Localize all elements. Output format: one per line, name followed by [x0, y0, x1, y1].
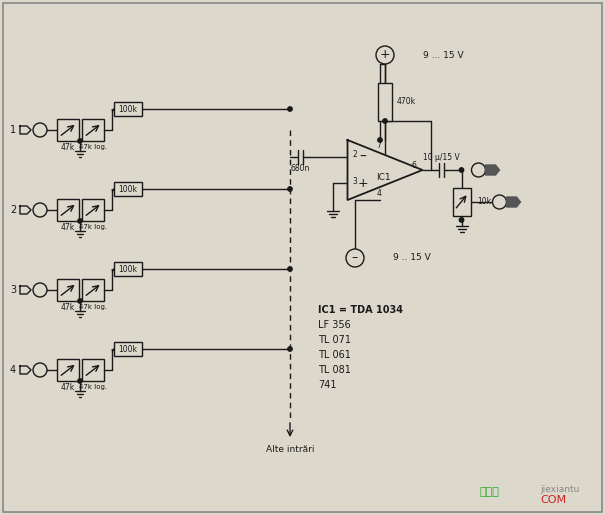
Text: 47k log.: 47k log.	[79, 384, 107, 390]
Circle shape	[492, 195, 506, 209]
Text: 47k: 47k	[61, 302, 75, 312]
Text: 6: 6	[411, 161, 416, 169]
Bar	[82, 119, 104, 141]
Text: 4: 4	[10, 365, 16, 375]
Text: 47k: 47k	[61, 222, 75, 232]
Text: COM: COM	[540, 495, 566, 505]
Polygon shape	[20, 206, 31, 214]
Text: 9 ... 15 V: 9 ... 15 V	[423, 50, 463, 60]
Polygon shape	[506, 197, 520, 207]
Polygon shape	[20, 126, 31, 134]
Text: +: +	[380, 48, 390, 61]
Bar	[114, 182, 142, 196]
Text: 741: 741	[318, 380, 336, 390]
Text: 47k: 47k	[61, 383, 75, 391]
Bar	[114, 102, 142, 116]
Circle shape	[288, 187, 292, 191]
Text: 100k: 100k	[119, 184, 137, 194]
Polygon shape	[485, 165, 500, 175]
Text: TL 071: TL 071	[318, 335, 351, 345]
Circle shape	[288, 267, 292, 271]
Circle shape	[288, 107, 292, 111]
Circle shape	[33, 123, 47, 137]
Text: jiexiantu: jiexiantu	[540, 486, 580, 494]
Text: 100k: 100k	[119, 265, 137, 273]
Circle shape	[459, 168, 463, 172]
Polygon shape	[347, 140, 422, 200]
Bar	[57, 359, 79, 381]
Text: TL 061: TL 061	[318, 350, 351, 360]
Circle shape	[346, 249, 364, 267]
Circle shape	[33, 363, 47, 377]
Text: 10k: 10k	[477, 197, 492, 207]
Bar	[82, 359, 104, 381]
Circle shape	[471, 163, 485, 177]
Text: 47k log.: 47k log.	[79, 304, 107, 310]
Polygon shape	[20, 366, 31, 374]
Text: –: –	[359, 150, 366, 164]
Text: 3: 3	[10, 285, 16, 295]
Text: –: –	[352, 251, 358, 265]
Circle shape	[78, 299, 82, 303]
Text: 2: 2	[10, 205, 16, 215]
Text: IC1 = TDA 1034: IC1 = TDA 1034	[318, 305, 403, 315]
Text: IC1: IC1	[376, 174, 390, 182]
Bar	[82, 199, 104, 221]
Text: 4: 4	[376, 190, 381, 198]
Bar	[82, 279, 104, 301]
Text: 47k log.: 47k log.	[79, 224, 107, 230]
Circle shape	[459, 218, 463, 222]
Text: TL 081: TL 081	[318, 365, 351, 375]
Circle shape	[288, 347, 292, 351]
Bar	[453, 188, 471, 216]
Polygon shape	[20, 286, 31, 294]
Text: 47k log.: 47k log.	[79, 144, 107, 150]
Text: 3: 3	[352, 177, 357, 186]
Text: 接线图: 接线图	[480, 487, 500, 497]
Circle shape	[78, 379, 82, 383]
Bar	[57, 119, 79, 141]
Bar	[114, 262, 142, 276]
Text: 10 μ/15 V: 10 μ/15 V	[423, 153, 459, 163]
Text: 9 .. 15 V: 9 .. 15 V	[393, 253, 431, 263]
Bar	[57, 279, 79, 301]
Text: LF 356: LF 356	[318, 320, 351, 330]
Text: Alte intrări: Alte intrări	[266, 445, 314, 455]
Text: 680n: 680n	[291, 164, 310, 174]
Text: 100k: 100k	[119, 105, 137, 113]
Circle shape	[78, 139, 82, 143]
Circle shape	[378, 138, 382, 142]
Bar	[57, 199, 79, 221]
Circle shape	[376, 46, 394, 64]
Text: 1: 1	[10, 125, 16, 135]
Circle shape	[383, 119, 387, 123]
Text: 100k: 100k	[119, 345, 137, 353]
Text: 2: 2	[352, 150, 357, 159]
Text: 7: 7	[376, 142, 381, 150]
Circle shape	[33, 283, 47, 297]
Text: 470k: 470k	[397, 97, 416, 107]
Bar	[378, 83, 392, 121]
Bar	[114, 342, 142, 356]
Text: +: +	[357, 177, 368, 190]
Text: 47k: 47k	[61, 143, 75, 151]
Circle shape	[78, 219, 82, 223]
Circle shape	[33, 203, 47, 217]
